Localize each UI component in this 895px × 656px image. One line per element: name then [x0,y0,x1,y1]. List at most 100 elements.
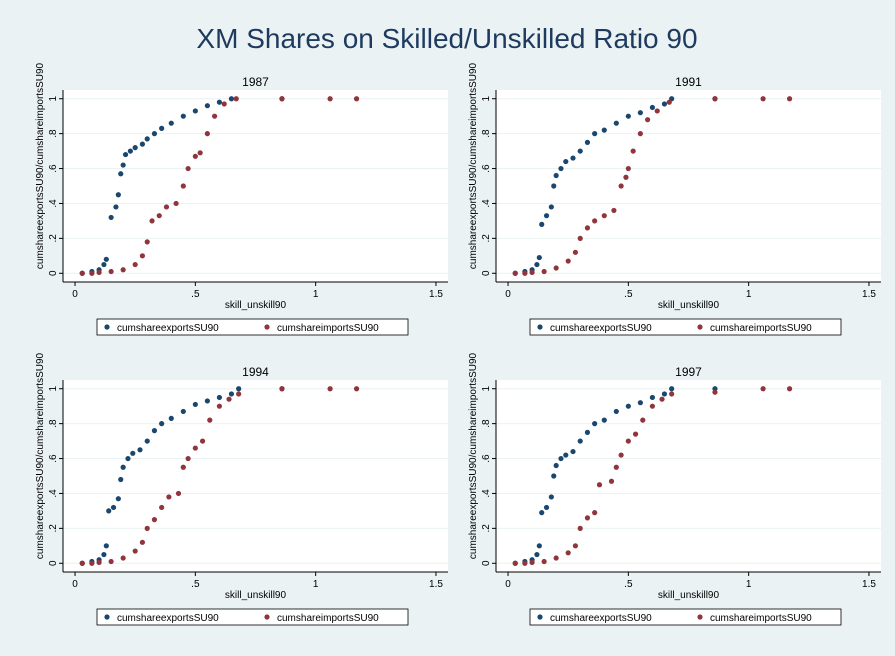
y-tick-label: 0 [48,270,59,276]
point [572,543,579,549]
point [649,104,656,111]
point [553,172,559,179]
point [623,174,629,180]
y-tick-label: 1 [48,96,59,102]
legend-marker [697,614,703,620]
x-tick-label: 1 [313,579,319,590]
point [115,496,121,502]
y-tick-label: .2 [481,524,492,533]
point [529,559,535,566]
point [760,386,766,392]
legend-marker [697,324,703,330]
point [151,428,158,434]
point [120,555,126,561]
point [120,464,126,470]
legend-marker [537,614,543,620]
point [625,438,631,444]
point [139,539,146,545]
y-tick-label: .8 [48,129,59,138]
legend-marker [104,324,110,330]
y-tick-label: .6 [481,454,492,463]
x-tick-label: 1 [746,579,752,590]
legend-label: cumshareexportsSU90 [550,613,652,624]
y-tick-label: .2 [481,234,492,243]
point [637,110,643,116]
point [185,165,191,172]
point [101,551,107,558]
y-tick-label: .6 [48,454,59,463]
point [199,438,206,444]
point [659,396,665,402]
legend-marker [537,324,543,330]
point [166,494,172,500]
plot-area [63,90,448,282]
x-tick-label: .5 [624,579,633,590]
y-axis-label: cumshareexportsSU90/cumshareimportsSU90 [468,352,479,559]
point [637,400,643,406]
point [592,131,598,137]
point [113,204,119,210]
point [601,417,607,423]
legend-marker [264,324,270,330]
y-tick-label: .2 [48,234,59,243]
point [236,386,242,392]
point [601,213,607,219]
point [108,268,114,275]
x-tick-label: 0 [505,579,511,590]
point [192,401,198,408]
point [654,108,660,114]
point [534,261,540,268]
point [649,394,656,401]
point [122,151,129,158]
point [570,448,576,455]
point [228,96,235,102]
point [577,235,583,241]
y-tick-label: .8 [48,419,59,428]
point [101,261,107,268]
point [151,517,158,523]
point [192,153,198,159]
point [613,120,619,126]
point [180,464,186,470]
x-axis-label: skill_unskill90 [225,590,287,601]
point [760,96,766,102]
point [149,218,155,224]
point [512,560,518,566]
point [221,101,227,107]
point [563,158,569,165]
point [613,408,619,415]
point [163,204,170,210]
y-tick-label: .4 [48,489,59,498]
point [522,560,528,566]
point [127,148,133,154]
point [175,490,182,497]
point [159,125,165,131]
point [661,391,668,397]
point [601,127,607,133]
point [233,96,239,102]
point [572,249,579,255]
x-tick-label: 0 [72,579,78,590]
x-tick-label: 0 [72,289,78,300]
legend-label: cumshareimportsSU90 [277,323,379,334]
point [712,96,718,102]
point [96,269,102,275]
plot-area [63,380,448,572]
point [577,525,583,531]
point [611,207,617,214]
point [543,504,550,511]
y-tick-label: 1 [48,386,59,392]
point [548,204,554,210]
x-tick-label: 1.5 [862,289,876,300]
point [168,415,174,421]
point [132,145,138,151]
point [159,504,165,511]
point [108,214,114,221]
point [529,269,535,275]
y-tick-label: 0 [481,560,492,566]
point [89,270,95,276]
point [226,396,232,402]
point [110,504,117,511]
point [236,391,242,397]
